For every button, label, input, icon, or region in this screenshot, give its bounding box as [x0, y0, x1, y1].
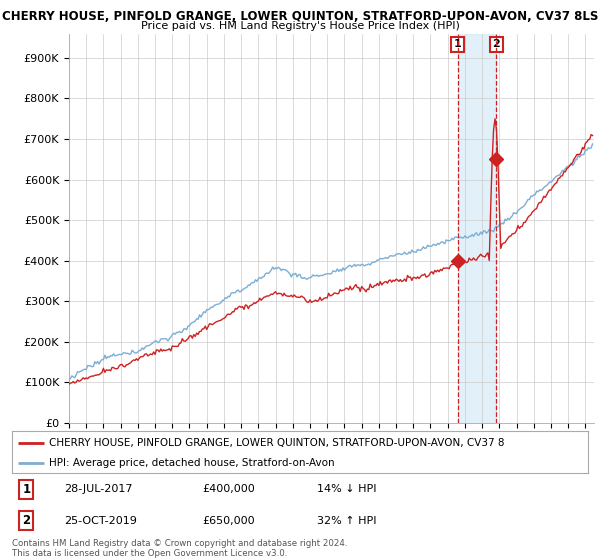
Text: 2: 2 [22, 514, 31, 528]
Text: 1: 1 [22, 483, 31, 496]
Text: CHERRY HOUSE, PINFOLD GRANGE, LOWER QUINTON, STRATFORD-UPON-AVON, CV37 8: CHERRY HOUSE, PINFOLD GRANGE, LOWER QUIN… [49, 438, 505, 448]
Text: HPI: Average price, detached house, Stratford-on-Avon: HPI: Average price, detached house, Stra… [49, 458, 335, 468]
Text: £400,000: £400,000 [202, 484, 255, 494]
Text: CHERRY HOUSE, PINFOLD GRANGE, LOWER QUINTON, STRATFORD-UPON-AVON, CV37 8LS: CHERRY HOUSE, PINFOLD GRANGE, LOWER QUIN… [2, 10, 598, 23]
Text: Contains HM Land Registry data © Crown copyright and database right 2024.
This d: Contains HM Land Registry data © Crown c… [12, 539, 347, 558]
Text: 25-OCT-2019: 25-OCT-2019 [64, 516, 137, 526]
Text: 14% ↓ HPI: 14% ↓ HPI [317, 484, 377, 494]
Text: Price paid vs. HM Land Registry's House Price Index (HPI): Price paid vs. HM Land Registry's House … [140, 21, 460, 31]
Text: 1: 1 [454, 39, 461, 49]
Text: 28-JUL-2017: 28-JUL-2017 [64, 484, 133, 494]
Bar [458, 34, 496, 423]
Text: 32% ↑ HPI: 32% ↑ HPI [317, 516, 377, 526]
Text: 2: 2 [493, 39, 500, 49]
Text: £650,000: £650,000 [202, 516, 255, 526]
